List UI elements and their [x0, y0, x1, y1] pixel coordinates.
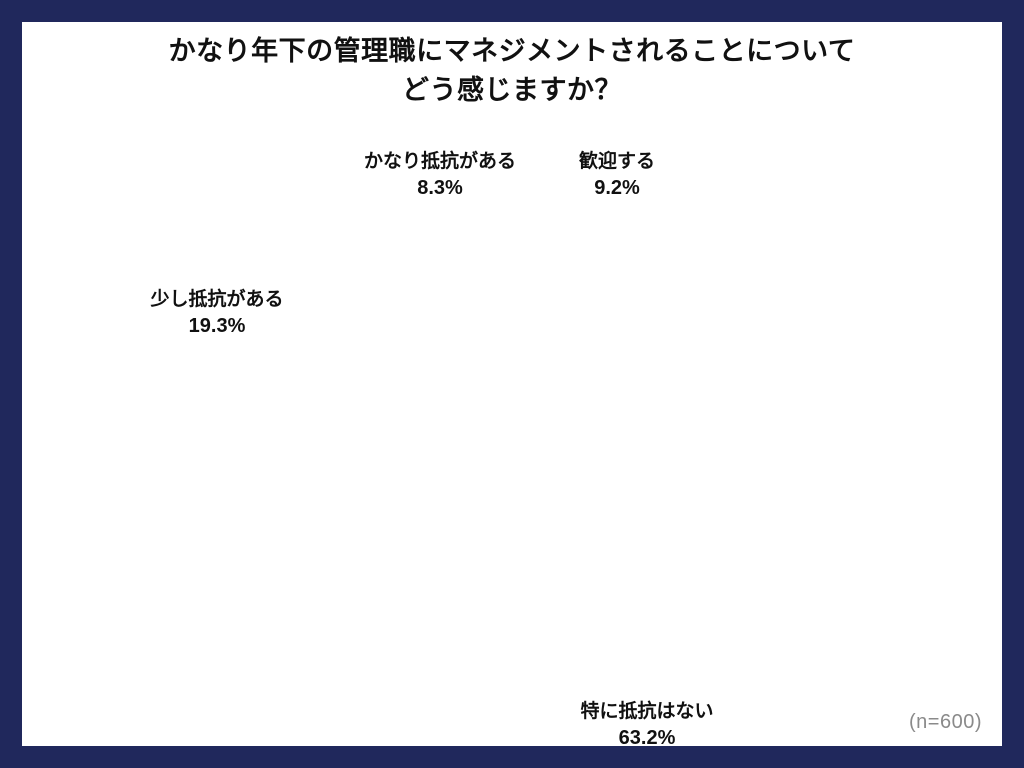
slice-label-name: 歓迎する: [578, 151, 655, 172]
slice-label-value: 9.2%: [594, 176, 640, 199]
slice-label-no-resistance: 特に抵抗はない 63.2%: [532, 700, 762, 751]
donut-chart-svg: [387, 330, 637, 580]
chart-canvas: かなり年下の管理職にマネジメントされることについて どう感じますか？ 歓迎する …: [22, 22, 1002, 749]
slice-label-strong-resistance: かなり抵抗がある 8.3%: [330, 150, 550, 201]
slice-label-value: 8.3%: [417, 176, 463, 199]
sample-size-annotation: (n=600): [909, 711, 982, 733]
donut-center-hole: [387, 330, 637, 580]
slice-label-name: 特に抵抗はない: [580, 701, 714, 722]
donut-chart: 歓迎する 9.2% 特に抵抗はない 63.2% 少し抵抗がある 19.3% かな…: [22, 22, 1002, 749]
slice-label-welcome: 歓迎する 9.2%: [522, 150, 712, 201]
slice-label-name: 少し抵抗がある: [150, 289, 284, 310]
slice-label-value: 63.2%: [618, 726, 676, 749]
page-title: かなり年下の管理職にマネジメントされることについて どう感じますか？: [168, 36, 856, 106]
slice-label-name: かなり抵抗がある: [363, 151, 516, 172]
slice-label-slight-resistance: 少し抵抗がある 19.3%: [112, 288, 322, 339]
slice-label-value: 19.3%: [188, 314, 246, 337]
